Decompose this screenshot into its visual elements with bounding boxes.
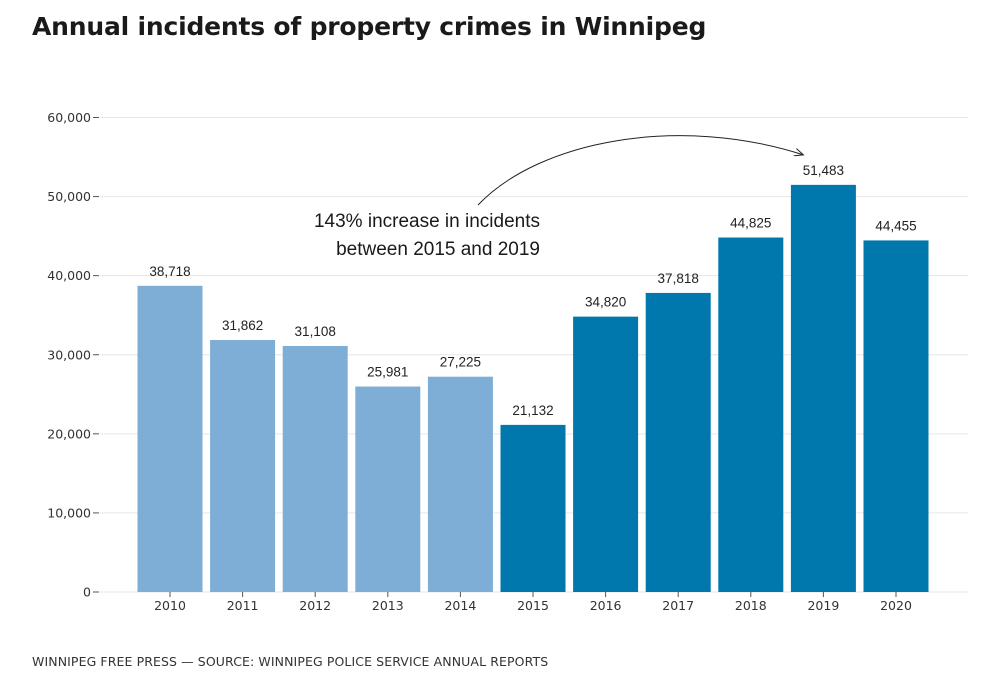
source-note: WINNIPEG FREE PRESS — SOURCE: WINNIPEG P… [32,654,549,669]
data-label-2018: 44,825 [730,216,771,231]
bar-2010 [137,285,203,592]
data-label-2014: 27,225 [440,355,481,370]
bar-2011 [210,340,276,592]
bar-2018 [718,237,784,592]
y-tick-label: 10,000 [47,505,91,520]
data-label-2011: 31,862 [222,318,263,333]
data-label-2017: 37,818 [658,271,699,286]
data-label-2015: 21,132 [512,403,553,418]
bar-chart: 38,718 31,862 31,108 25,981 27,225 21,132 34,8… [47,110,968,613]
x-tick-label: 2013 [372,598,404,613]
y-tick-label: 20,000 [47,426,91,441]
annotation-arrow [477,135,803,206]
bar-2020 [863,240,929,592]
y-tick-label: 30,000 [47,347,91,362]
chart-title: Annual incidents of property crimes in W… [32,12,707,41]
bar-2013 [355,386,421,592]
x-tick-label: 2014 [444,598,476,613]
data-label-2012: 31,108 [295,324,336,339]
x-axis: 2010 2011 2012 2013 2014 2015 2016 2017 2018 2019… [154,592,912,613]
y-tick-label: 60,000 [47,110,91,125]
bar-2015 [500,424,566,592]
y-tick-label: 50,000 [47,189,91,204]
x-tick-label: 2018 [735,598,767,613]
annotation-line-2: between 2015 and 2019 [336,239,540,260]
x-tick-label: 2016 [590,598,622,613]
data-label-2016: 34,820 [585,295,626,310]
x-tick-label: 2020 [880,598,912,613]
y-tick-label: 0 [83,585,91,600]
bar-2014 [427,376,493,592]
x-tick-label: 2012 [299,598,331,613]
bars [137,184,929,592]
bar-2016 [573,316,639,592]
x-tick-label: 2011 [227,598,259,613]
x-tick-label: 2017 [662,598,694,613]
bar-2012 [282,345,348,592]
data-label-2010: 38,718 [149,264,190,279]
x-tick-label: 2015 [517,598,549,613]
y-axis: 0 10,000 20,000 30,000 40,000 50,000 60,000 [47,110,99,600]
y-tick-label: 40,000 [47,268,91,283]
data-label-2013: 25,981 [367,365,408,380]
annotation-line-1: 143% increase in incidents [314,211,540,232]
x-tick-label: 2010 [154,598,186,613]
data-label-2020: 44,455 [875,218,916,233]
data-label-2019: 51,483 [803,163,844,178]
bar-2019 [790,184,856,592]
x-tick-label: 2019 [807,598,839,613]
bar-2017 [645,292,711,592]
data-labels: 38,718 31,862 31,108 25,981 27,225 21,132 34,8… [149,163,916,418]
annotation: 143% increase in incidents between 2015 … [314,135,803,260]
